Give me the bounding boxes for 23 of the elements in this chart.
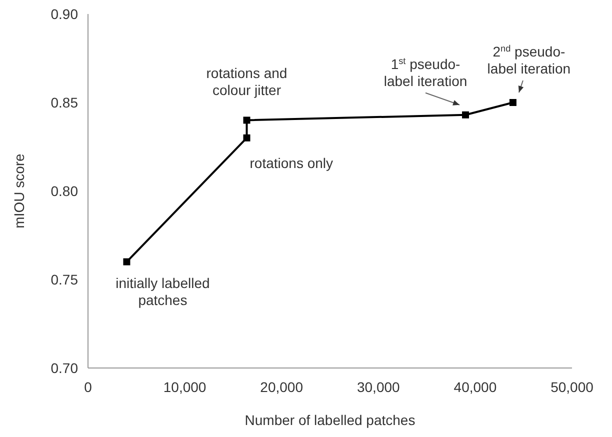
annotation: 2$^{nd}$ pseudo- label iteration (487, 44, 571, 76)
point (243, 116, 250, 124)
x-tick-label: 40,000 (454, 379, 497, 395)
annotation: rotations only (250, 154, 334, 171)
annotation: 1$^{st}$ pseudo- label iteration (384, 56, 468, 89)
y-tick-label: 0.85 (50, 94, 78, 110)
y-tick-label: 0.90 (50, 6, 78, 22)
x-tick-label: 10,000 (163, 379, 206, 395)
point (462, 111, 470, 118)
x-axis-title: Number of labelled patches (244, 412, 416, 428)
y-axis-title: mIOU score (11, 153, 27, 228)
annotation: rotations and colour jitter (206, 65, 288, 98)
y-tick-label: 0.75 (50, 271, 78, 288)
x-tick-label: 30,000 (356, 379, 400, 395)
y-tick-label: 0.70 (50, 360, 78, 376)
x-tick-label: 50,000 (550, 379, 594, 395)
annotation: initially labelled patches (116, 274, 210, 308)
point (509, 99, 516, 106)
x-tick-label: 20,000 (260, 379, 304, 395)
y-tick-label: 0.80 (50, 182, 78, 199)
point (123, 258, 130, 266)
x-tick-label: 0 (84, 379, 92, 395)
point (243, 134, 250, 142)
